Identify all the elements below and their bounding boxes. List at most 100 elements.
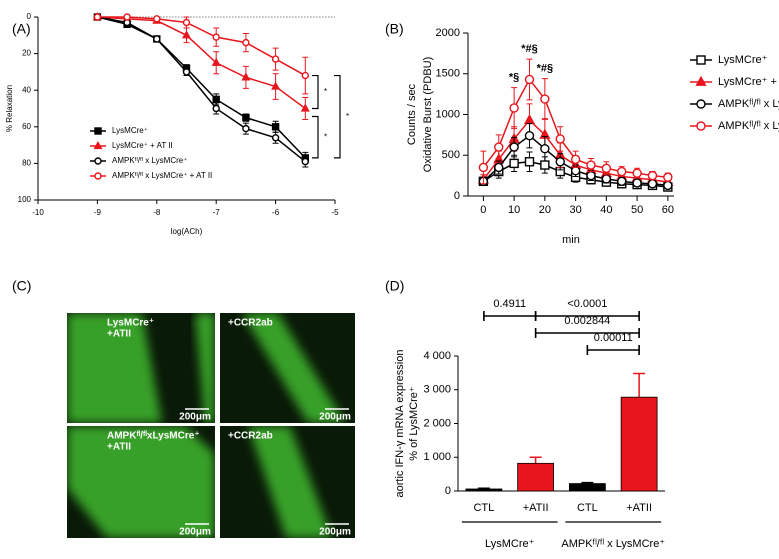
x-tick-label: -6	[272, 208, 280, 217]
image-label: AMPKᶠˡ/ᶠˡxLysMCre⁺	[107, 431, 200, 442]
significance-bracket	[312, 115, 319, 159]
panel-label: (C)	[12, 278, 31, 294]
bar	[465, 488, 503, 492]
y-axis-label: Counts / sec	[406, 83, 418, 145]
panel-c: (C) LysMCre⁺+ATII200μm+CCR2ab200μmAMPKᶠˡ…	[12, 278, 355, 538]
point	[478, 162, 489, 173]
x-tick-label: 40	[600, 204, 612, 216]
y-tick-label: 0	[454, 190, 460, 202]
p-value: 0.002844	[564, 315, 610, 327]
x-tick-label: +ATII	[523, 502, 549, 514]
point	[182, 30, 191, 39]
scale-label: 200μm	[319, 412, 351, 423]
y-tick-label: 40	[22, 85, 31, 94]
legend-marker	[94, 172, 102, 180]
point	[93, 13, 102, 21]
series-line	[97, 16, 306, 110]
x-axis-label: min	[562, 234, 580, 246]
x-tick-label: -9	[94, 208, 102, 217]
point	[647, 170, 658, 181]
y-tick-label: 1000	[436, 108, 460, 120]
annotation: *	[324, 87, 327, 96]
tissue-band	[67, 426, 215, 538]
bar	[568, 483, 606, 492]
x-tick-label: 60	[662, 204, 674, 216]
point	[570, 154, 581, 165]
point	[123, 13, 131, 21]
point	[555, 157, 565, 167]
point	[242, 113, 250, 122]
x-tick-label: +ATII	[626, 502, 652, 514]
point	[586, 170, 596, 181]
bar	[620, 396, 658, 492]
panel-label: (A)	[12, 21, 31, 37]
point	[271, 81, 281, 90]
image-label: +CCR2ab	[228, 431, 273, 442]
point	[617, 176, 627, 187]
point	[555, 134, 565, 144]
y-axis-label: % of LysMCre⁺	[408, 386, 420, 461]
x-tick-label: -10	[32, 208, 44, 217]
legend-label: LysMCre⁺	[718, 54, 768, 66]
point	[300, 103, 310, 112]
annotation: *#§	[537, 63, 554, 75]
x-tick-label: -5	[331, 208, 339, 217]
significance-bracket	[312, 74, 319, 110]
point	[601, 163, 612, 173]
point	[509, 103, 519, 113]
legend-label: LysMCre⁺ + AT II	[718, 76, 779, 88]
y-tick-label: 1 000	[423, 451, 451, 463]
annotation: *	[324, 132, 327, 141]
legend-label: AMPKᶠˡ/ᶠˡ x LysMCre⁺ + AT II	[112, 171, 212, 180]
y-axis-label: % Relaxation	[5, 85, 14, 132]
y-tick-label: 500	[442, 149, 460, 161]
x-tick-label: CTL	[577, 502, 598, 514]
point	[212, 104, 220, 113]
y-tick-label: 100	[18, 195, 32, 204]
point	[494, 142, 504, 152]
legend-label: AMPKᶠˡ/ᶠˡ x LysMCre⁺	[112, 156, 187, 165]
x-tick-label: 0	[480, 204, 486, 216]
legend-marker	[695, 75, 707, 86]
tissue-band	[248, 426, 332, 538]
y-tick-label: 60	[22, 122, 31, 131]
legend-marker	[696, 121, 706, 131]
point	[617, 166, 627, 177]
point	[211, 57, 221, 66]
p-value: 0.4911	[493, 298, 526, 310]
point	[524, 130, 535, 141]
image-label: LysMCre⁺	[107, 318, 154, 329]
y-tick-label: 20	[22, 49, 31, 58]
image-label: +ATII	[107, 329, 131, 340]
legend-label: LysMCre⁺	[112, 126, 148, 135]
point	[509, 142, 519, 152]
point	[524, 74, 535, 85]
legend-marker	[93, 140, 103, 150]
significance-bracket	[534, 328, 640, 338]
tissue-band	[195, 313, 215, 423]
point	[494, 162, 504, 173]
x-tick-label: 20	[539, 204, 551, 216]
p-value: <0.0001	[567, 298, 607, 310]
tissue-band	[67, 313, 162, 423]
point	[153, 35, 161, 43]
panel-b: (B) 0 500 1000 1500 2000 0 10 20 30 40 50 60 min Count…	[385, 21, 779, 246]
point	[663, 180, 673, 191]
x-tick-label: -7	[213, 208, 221, 217]
significance-bracket	[586, 345, 640, 355]
x-tick-label: 30	[569, 204, 581, 216]
y-tick-label: 3 000	[423, 384, 451, 396]
point	[271, 55, 280, 63]
legend-marker	[696, 99, 706, 109]
image-label: +ATII	[107, 442, 131, 453]
point	[182, 18, 191, 27]
point	[212, 33, 220, 41]
series-line	[97, 16, 306, 163]
legend-label: AMPKᶠˡ/ᶠˡ x LysMCre⁺ + AT II	[718, 120, 779, 132]
bar	[517, 462, 555, 492]
x-tick-label: 10	[508, 204, 520, 216]
micrograph	[220, 426, 355, 538]
panel-d: (D) 0 1 000 2 000 3 000 4 000 aortic IFN-γ mRN…	[385, 278, 665, 550]
point	[301, 157, 309, 166]
